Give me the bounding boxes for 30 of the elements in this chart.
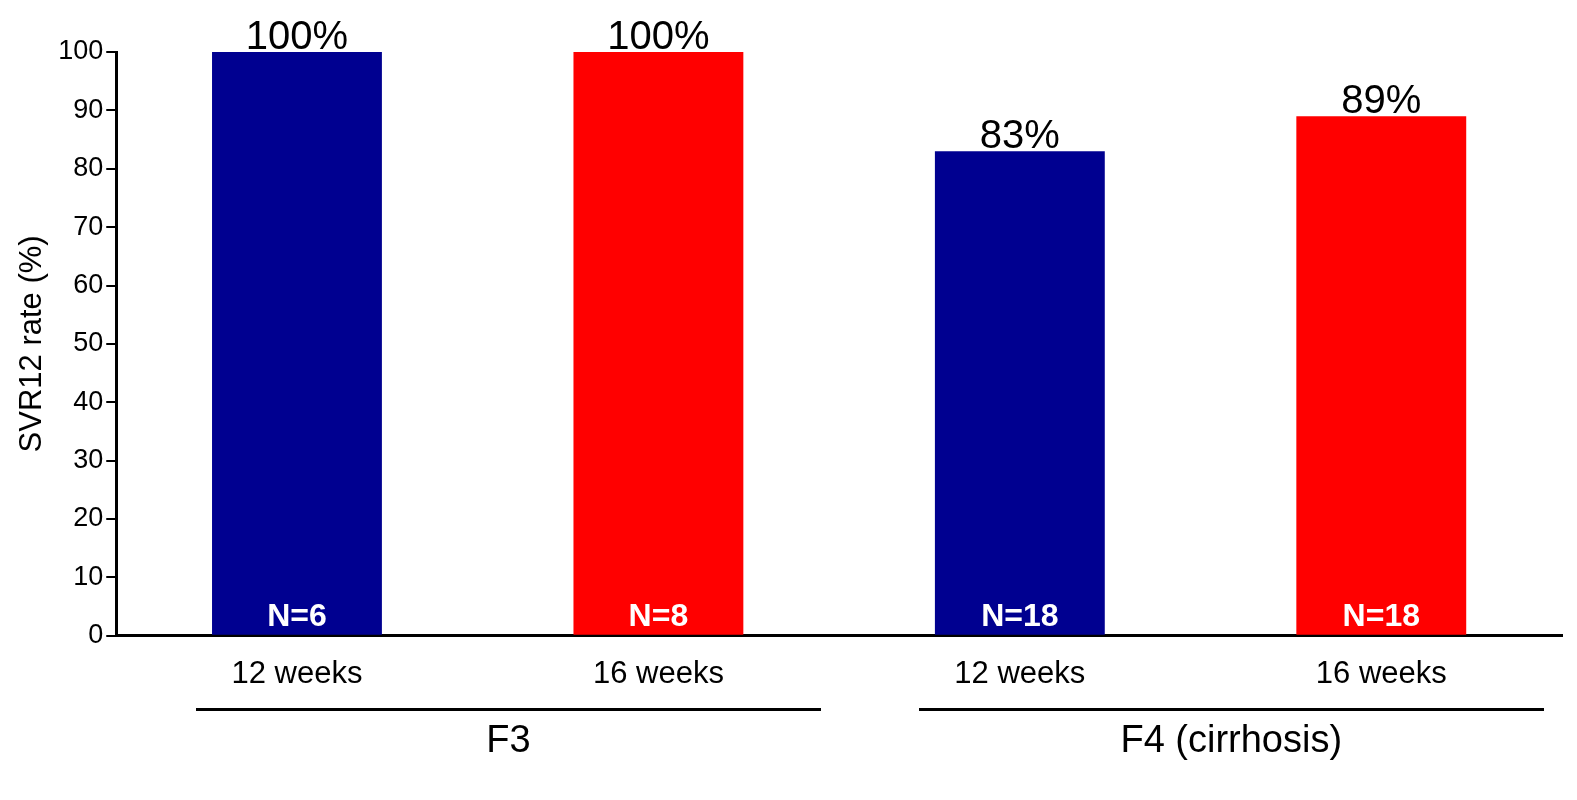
x-tick-label: 16 weeks: [1315, 654, 1447, 690]
y-axis-title: SVR12 rate (%): [13, 235, 49, 453]
text: F3: [485, 717, 532, 761]
y-tick-label: 0: [88, 619, 104, 650]
annotation: N=18: [981, 596, 1059, 633]
y-tick-label: 10: [73, 560, 104, 591]
bar: [1296, 116, 1467, 635]
y-tick-label: 40: [73, 385, 104, 416]
bar: [573, 52, 744, 635]
y-tick-label: 50: [73, 327, 104, 358]
y-tick-label: 20: [73, 502, 104, 533]
data-label: 100%: [245, 13, 349, 58]
annotation: N=8: [628, 596, 689, 633]
y-tick-label: 70: [73, 210, 104, 241]
text: F4 (cirrhosis): [1119, 717, 1344, 761]
bar: [212, 52, 382, 635]
bar: [934, 151, 1105, 635]
y-tick-label: 60: [73, 268, 104, 299]
y-tick-label: 30: [73, 444, 104, 475]
x-tick-label: 12 weeks: [231, 654, 363, 690]
x-tick-label: 16 weeks: [592, 654, 724, 690]
y-tick-label: 90: [73, 93, 104, 124]
annotation: N=6: [267, 596, 327, 633]
y-tick-label: 80: [73, 152, 104, 183]
data-label: 100%: [607, 13, 710, 58]
data-label: 89%: [1341, 77, 1422, 122]
annotation: N=18: [1342, 596, 1420, 633]
x-tick-label: 12 weeks: [954, 654, 1086, 690]
y-tick-label: 100: [58, 35, 104, 66]
data-label: 83%: [979, 112, 1060, 157]
